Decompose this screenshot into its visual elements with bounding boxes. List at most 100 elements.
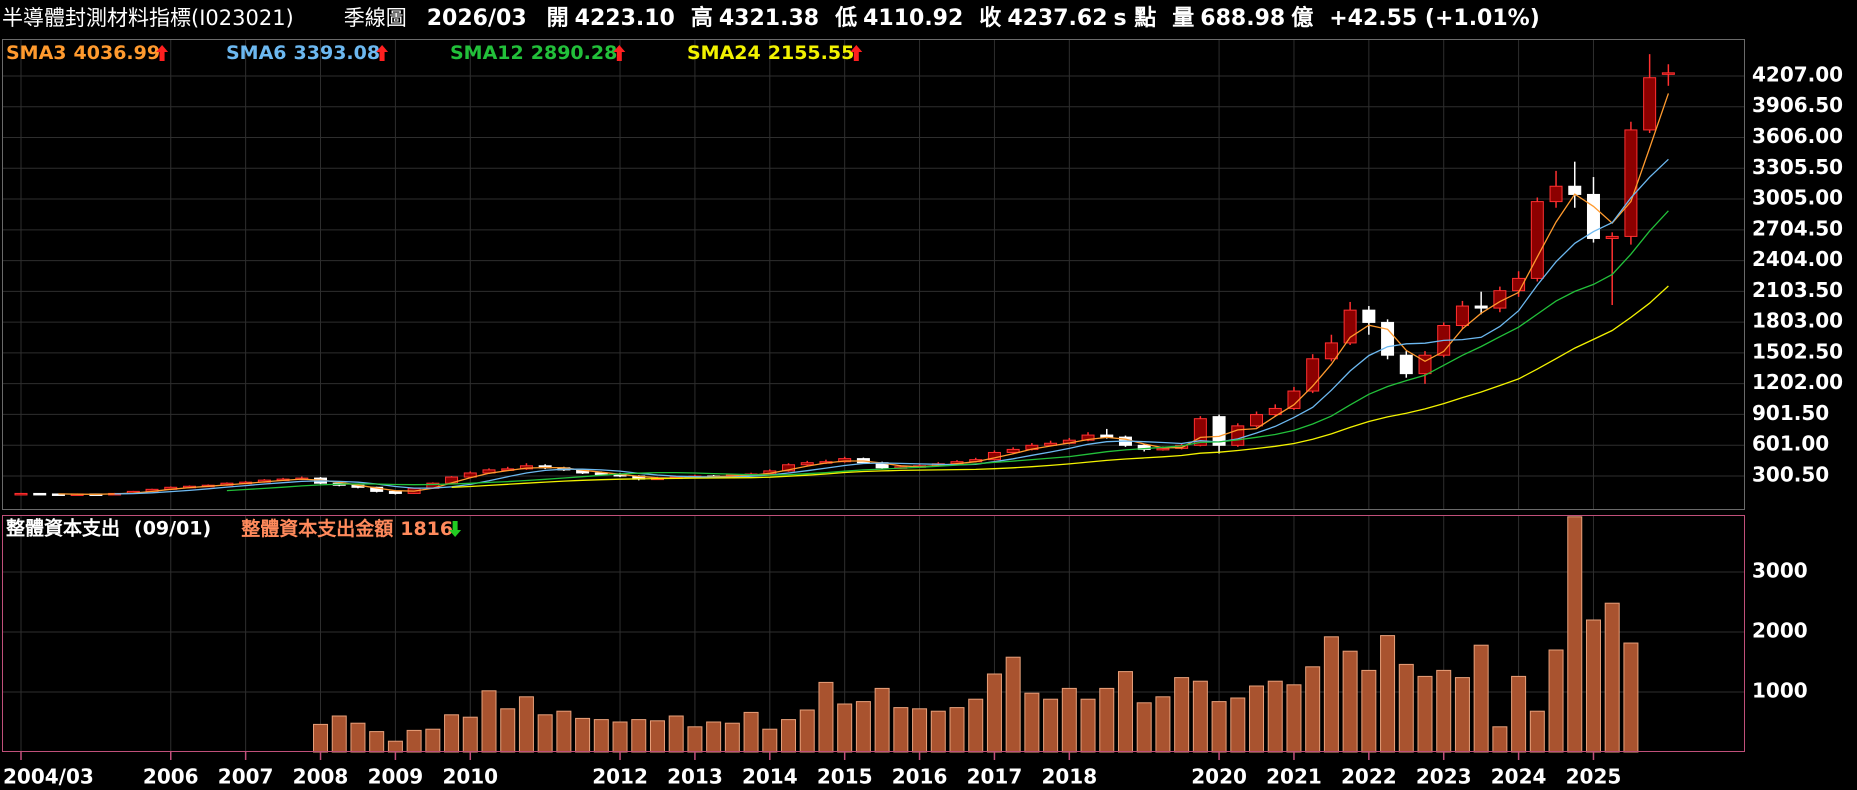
candle-body	[1287, 390, 1301, 409]
bar	[1136, 702, 1152, 753]
bar	[387, 740, 403, 753]
plot-area	[14, 54, 1675, 753]
candle-body	[1212, 416, 1226, 446]
bar	[350, 722, 366, 753]
bar	[912, 708, 928, 753]
bar	[462, 716, 478, 753]
lower-panel-frame	[2, 515, 1745, 752]
bar	[986, 673, 1002, 753]
bar	[1417, 675, 1433, 753]
legend-name: SMA6	[226, 42, 287, 64]
bar	[668, 715, 684, 753]
y-tick-label: 3606.00	[1752, 124, 1843, 148]
bar	[631, 719, 647, 753]
bar	[1080, 698, 1096, 753]
y-tick-label: 4207.00	[1752, 62, 1843, 86]
x-tick-label: 2006	[143, 765, 199, 789]
bar	[1286, 684, 1302, 753]
candle-body	[14, 492, 28, 496]
bar	[1473, 644, 1489, 753]
header-value: 688.98	[1200, 6, 1285, 31]
y-tick-label: 1803.00	[1752, 309, 1843, 333]
trend-arrow	[156, 45, 169, 61]
x-tick-label: 2013	[667, 765, 723, 789]
candle-body	[1418, 354, 1432, 375]
candle-body	[838, 458, 852, 463]
x-tick-label: 2023	[1416, 765, 1472, 789]
legend-name: SMA12	[450, 42, 524, 64]
legend-name: SMA3	[6, 42, 67, 64]
candle-body	[1568, 185, 1582, 195]
x-tick-label: 2008	[293, 765, 349, 789]
bar	[518, 696, 534, 753]
candle-body	[1474, 305, 1488, 309]
header-value: 4237.62	[1007, 6, 1107, 31]
trend-arrow	[850, 45, 863, 61]
bar	[1192, 680, 1208, 753]
y-tick-label: 2000	[1752, 619, 1808, 643]
bar	[1061, 687, 1077, 753]
x-tick-label: 2004/03	[3, 765, 94, 789]
bar	[1548, 649, 1564, 753]
bar	[874, 687, 890, 753]
header-label: 低	[834, 6, 857, 31]
sma-line	[451, 285, 1669, 488]
bar	[1398, 663, 1414, 753]
sma-line	[226, 210, 1669, 492]
candle-body	[1362, 309, 1376, 323]
bar	[331, 715, 347, 753]
x-tick-label: 2012	[592, 765, 648, 789]
header-label: 高	[691, 5, 713, 31]
bar	[1024, 692, 1040, 753]
bar	[706, 721, 722, 753]
y-tick-label: 601.00	[1752, 432, 1829, 456]
bar	[1211, 701, 1227, 753]
header-text: 半導體封測材料指標(I023021)	[2, 6, 294, 30]
bar	[1604, 602, 1620, 753]
candle-body	[1081, 434, 1095, 441]
bar	[537, 714, 553, 753]
trend-arrow	[613, 45, 626, 61]
legend-entry: 整體資本支出金額 1816	[241, 517, 453, 540]
candle-body	[463, 472, 477, 478]
candle-body	[1643, 77, 1657, 131]
bar	[1117, 671, 1133, 753]
x-tick-label: 2022	[1341, 765, 1397, 789]
bar	[1099, 687, 1115, 753]
bar	[313, 723, 329, 753]
header-text: 季線圖	[344, 6, 407, 30]
header-change: +42.55 (+1.01%)	[1329, 6, 1540, 31]
legend-entry: SMA12 2890.28	[450, 42, 617, 64]
header-label: 收	[979, 5, 1001, 31]
panel-subtitle: (09/01)	[134, 518, 211, 540]
bar	[369, 731, 385, 753]
bar	[1380, 635, 1396, 753]
bar	[687, 726, 703, 753]
bar	[612, 721, 628, 753]
bar	[1305, 666, 1321, 753]
bar	[837, 703, 853, 753]
bar	[1249, 685, 1265, 753]
header-text: 2026/03	[427, 6, 527, 31]
trend-arrow	[376, 45, 389, 61]
candle-body	[1250, 414, 1264, 427]
candle-body	[1268, 407, 1282, 416]
bar	[1585, 619, 1601, 753]
bar	[1267, 680, 1283, 753]
bar	[1454, 677, 1470, 753]
legend-value: 3393.08	[294, 42, 381, 64]
bar	[1230, 697, 1246, 753]
bar	[855, 701, 871, 753]
candle-body	[1156, 447, 1170, 451]
candle-body	[594, 472, 608, 475]
legend-value: 4036.99	[74, 42, 161, 64]
y-tick-label: 901.50	[1752, 401, 1829, 425]
x-tick-label: 2017	[967, 765, 1023, 789]
bar	[1155, 696, 1171, 753]
candle-body	[1586, 193, 1600, 239]
legend-entry: SMA24 2155.55	[687, 42, 854, 64]
x-tick-label: 2024	[1491, 765, 1547, 789]
x-tick-label: 2016	[892, 765, 948, 789]
